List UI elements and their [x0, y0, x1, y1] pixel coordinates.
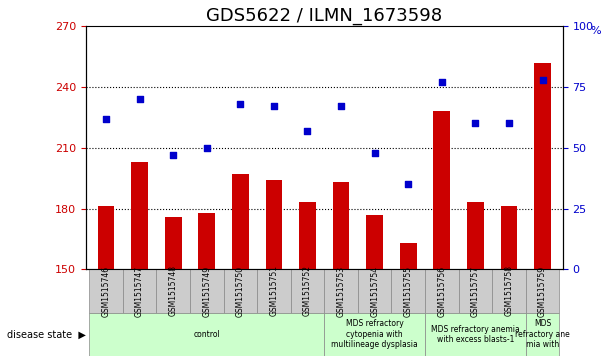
Bar — [123, 269, 156, 313]
Point — [471, 121, 480, 126]
Bar — [257, 269, 291, 313]
Bar — [291, 269, 324, 313]
Bar — [434, 111, 451, 363]
Bar — [232, 174, 249, 363]
Text: GSM1515754: GSM1515754 — [370, 265, 379, 317]
Bar — [500, 207, 517, 363]
Bar — [492, 269, 526, 313]
Point — [202, 145, 212, 151]
Text: GSM1515756: GSM1515756 — [437, 265, 446, 317]
Title: GDS5622 / ILMN_1673598: GDS5622 / ILMN_1673598 — [206, 7, 443, 25]
Text: MDS
refractory ane
mia with: MDS refractory ane mia with — [515, 319, 570, 349]
Text: GSM1515755: GSM1515755 — [404, 265, 413, 317]
Point — [101, 116, 111, 122]
Text: MDS refractory
cytopenia with
multilineage dysplasia: MDS refractory cytopenia with multilinea… — [331, 319, 418, 349]
Bar — [425, 313, 526, 356]
Bar — [266, 180, 282, 363]
Point — [269, 103, 279, 109]
Text: GSM1515757: GSM1515757 — [471, 265, 480, 317]
Bar — [97, 207, 114, 363]
Bar — [392, 269, 425, 313]
Bar — [526, 269, 559, 313]
Bar — [366, 215, 383, 363]
Bar — [324, 313, 425, 356]
Text: GSM1515753: GSM1515753 — [337, 265, 345, 317]
Bar — [190, 269, 224, 313]
Text: MDS refractory anemia
with excess blasts-1: MDS refractory anemia with excess blasts… — [431, 325, 520, 344]
Text: control: control — [193, 330, 220, 339]
Point — [135, 96, 145, 102]
Bar — [131, 162, 148, 363]
Bar — [358, 269, 392, 313]
Point — [437, 79, 447, 85]
Bar — [165, 217, 182, 363]
Bar — [89, 269, 123, 313]
Text: GSM1515750: GSM1515750 — [236, 265, 245, 317]
Text: GSM1515746: GSM1515746 — [102, 265, 111, 317]
Bar — [526, 313, 559, 356]
Text: GSM1515749: GSM1515749 — [202, 265, 211, 317]
Bar — [89, 313, 324, 356]
Point — [235, 101, 245, 107]
Text: GSM1515748: GSM1515748 — [168, 265, 178, 317]
Y-axis label: %: % — [591, 26, 601, 36]
Text: GSM1515752: GSM1515752 — [303, 265, 312, 317]
Point — [303, 128, 313, 134]
Bar — [224, 269, 257, 313]
Text: GSM1515758: GSM1515758 — [505, 265, 514, 317]
Bar — [534, 63, 551, 363]
Text: GSM1515759: GSM1515759 — [538, 265, 547, 317]
Point — [370, 150, 379, 155]
Bar — [324, 269, 358, 313]
Bar — [333, 182, 350, 363]
Point — [336, 103, 346, 109]
Bar — [198, 213, 215, 363]
Bar — [299, 203, 316, 363]
Bar — [458, 269, 492, 313]
Bar — [400, 243, 416, 363]
Bar — [467, 203, 484, 363]
Point — [403, 181, 413, 187]
Bar — [425, 269, 458, 313]
Text: disease state  ▶: disease state ▶ — [7, 329, 86, 339]
Point — [537, 77, 547, 83]
Bar — [156, 269, 190, 313]
Point — [504, 121, 514, 126]
Point — [168, 152, 178, 158]
Text: GSM1515751: GSM1515751 — [269, 265, 278, 317]
Text: GSM1515747: GSM1515747 — [135, 265, 144, 317]
